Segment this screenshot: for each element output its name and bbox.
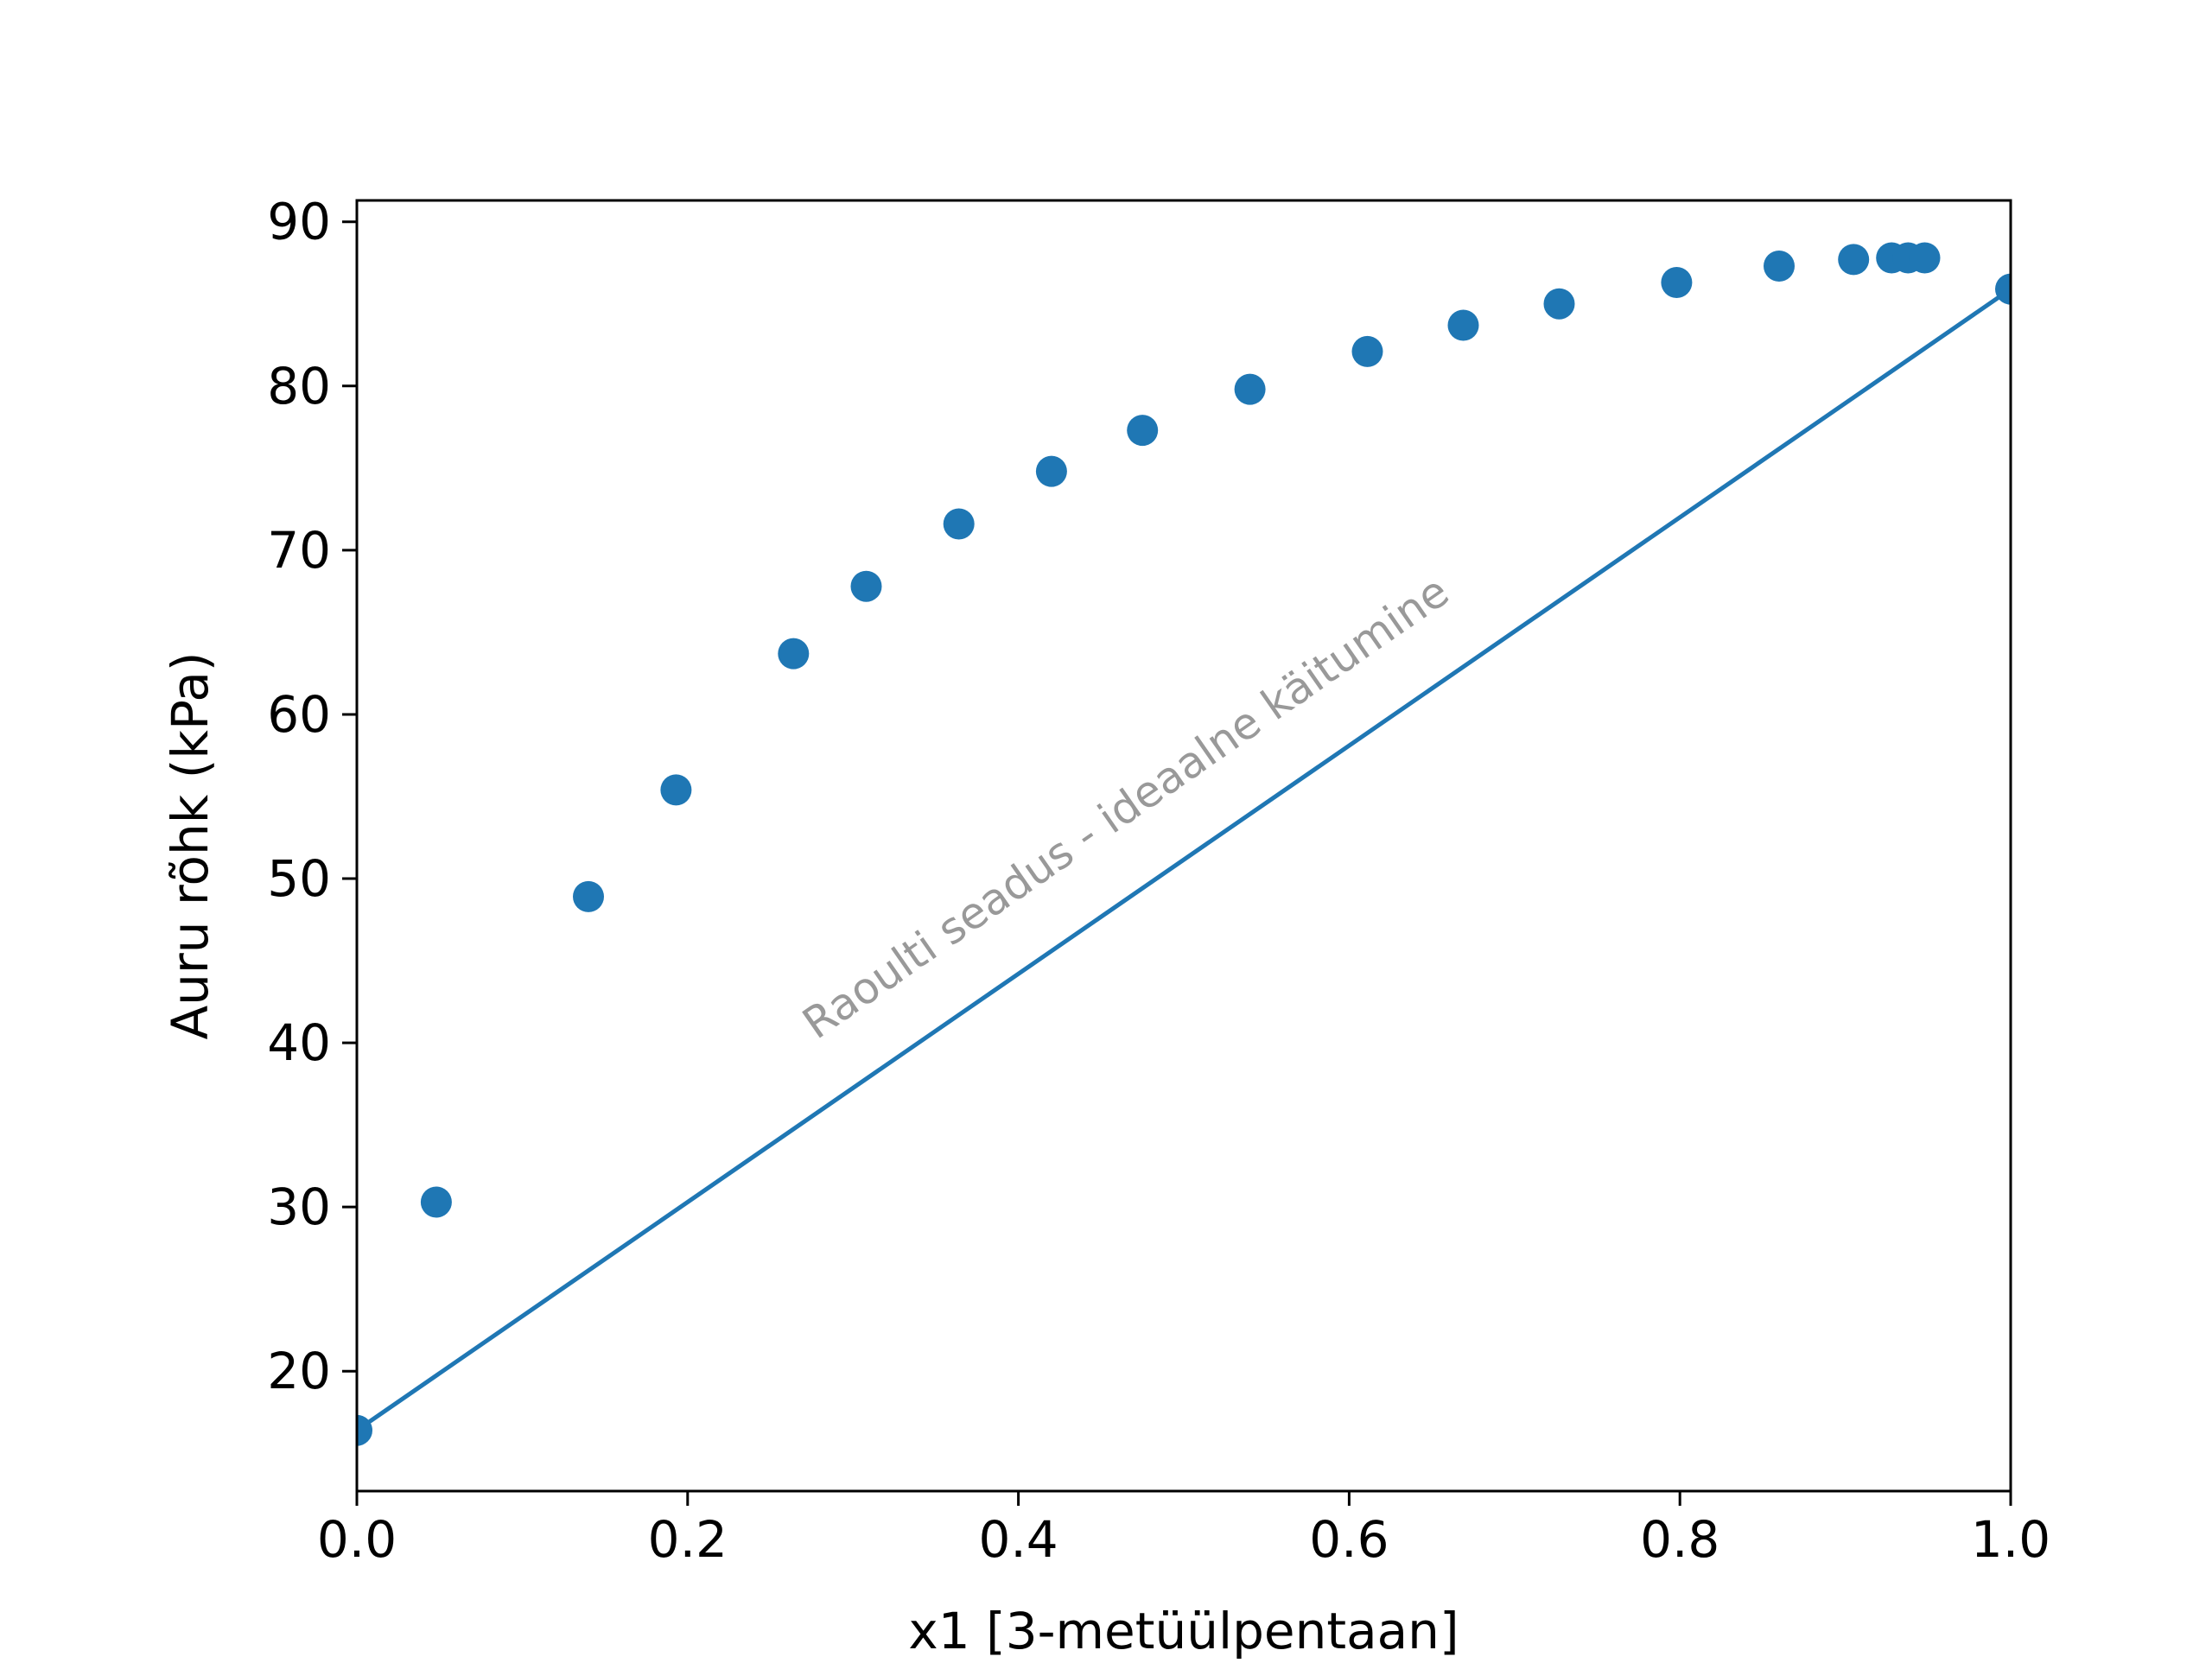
y-axis-label: Auru rõhk (kPa) xyxy=(161,651,219,1039)
data-point xyxy=(1035,455,1067,487)
annotation-label: Raoulti seadus - ideaalne käitumine xyxy=(794,566,1458,1049)
x-tick-label: 0.2 xyxy=(648,1510,728,1569)
y-tick-label: 70 xyxy=(267,521,331,580)
data-point xyxy=(943,508,975,540)
plot-frame xyxy=(355,199,2012,1493)
x-tick-label: 0.0 xyxy=(317,1510,397,1569)
data-point xyxy=(1543,288,1575,320)
x-tick-label: 0.4 xyxy=(978,1510,1058,1569)
data-point xyxy=(1351,335,1383,367)
x-axis: 0.0 0.2 0.4 0.6 0.8 1.0 xyxy=(317,1491,2050,1569)
data-point xyxy=(1234,373,1266,405)
data-point xyxy=(573,880,604,912)
y-tick-label: 50 xyxy=(267,849,331,908)
data-point xyxy=(1838,244,1870,276)
y-tick-label: 60 xyxy=(267,685,331,744)
raoult-line xyxy=(357,287,2011,1432)
data-point xyxy=(1995,273,2011,305)
data-point xyxy=(778,638,810,670)
data-point xyxy=(850,570,882,602)
data-point xyxy=(1764,251,1795,282)
x-axis-label: x1 [3-metüülpentaan] xyxy=(908,1602,1459,1659)
y-tick-label: 30 xyxy=(267,1177,331,1236)
x-tick-label: 0.8 xyxy=(1640,1510,1719,1569)
y-tick-label: 90 xyxy=(267,193,331,251)
y-axis: 20 30 40 50 60 70 80 90 xyxy=(267,193,357,1400)
x-tick-label: 0.6 xyxy=(1309,1510,1389,1569)
data-point xyxy=(420,1186,452,1218)
data-point xyxy=(660,774,692,806)
data-point xyxy=(1909,242,1941,274)
y-tick-label: 80 xyxy=(267,357,331,416)
data-point xyxy=(1447,309,1479,341)
annotation-layer: Raoulti seadus - ideaalne käitumine xyxy=(794,566,1458,1049)
x-tick-label: 1.0 xyxy=(1971,1510,2050,1569)
data-point xyxy=(357,1414,372,1446)
y-tick-label: 40 xyxy=(267,1013,331,1072)
y-tick-label: 20 xyxy=(267,1342,331,1400)
data-point xyxy=(1127,415,1159,447)
series-layer xyxy=(357,242,2011,1446)
data-point xyxy=(1661,267,1693,298)
